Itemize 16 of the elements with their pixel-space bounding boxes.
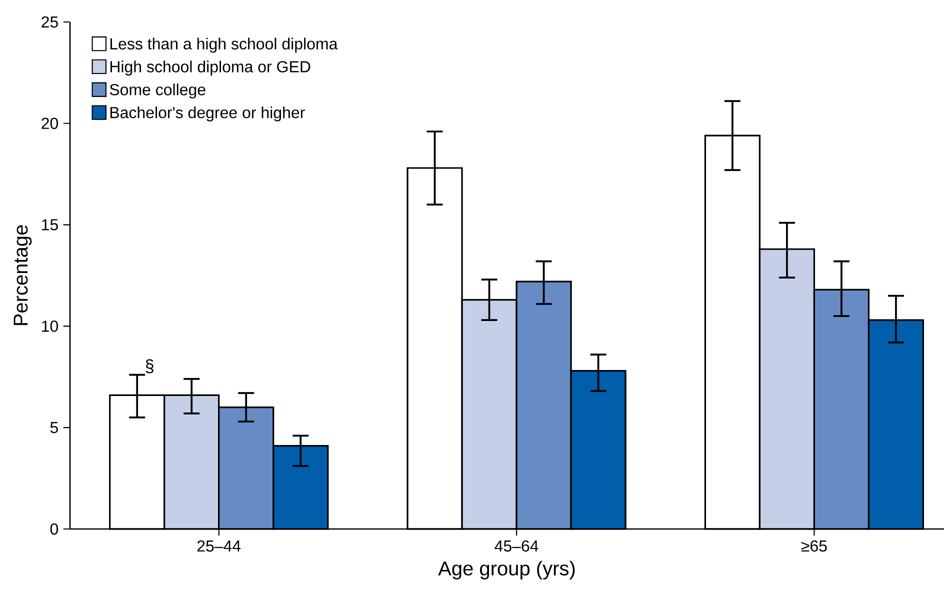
- y-tick-label: 25: [42, 16, 58, 28]
- legend-label: High school diploma or GED: [110, 60, 310, 76]
- x-axis-title: Age group (yrs): [438, 560, 575, 580]
- legend-label: Less than a high school diploma: [110, 38, 338, 53]
- x-tick-label: 45–64: [494, 540, 538, 552]
- y-axis-title: Percentage: [14, 225, 32, 326]
- y-tick-label: 5: [50, 422, 58, 434]
- y-tick-label: 15: [42, 219, 58, 230]
- y-tick-label: 0: [50, 523, 58, 535]
- legend-label: Some college: [110, 84, 206, 99]
- y-tick-label: 20: [42, 118, 58, 130]
- x-tick-label: 25–44: [197, 540, 241, 552]
- y-tick-label: 10: [42, 320, 58, 332]
- x-tick-label: ≥65: [801, 540, 827, 552]
- annotation: §: [146, 359, 154, 374]
- legend-label: Bachelor's degree or higher: [110, 106, 305, 122]
